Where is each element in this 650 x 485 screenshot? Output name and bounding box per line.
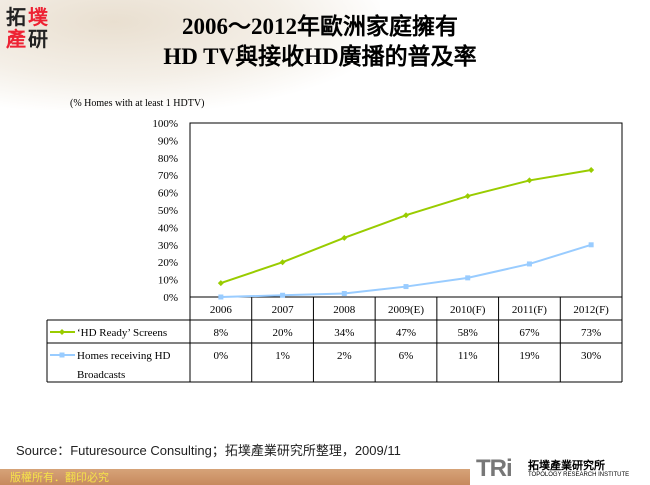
data-point: [588, 242, 594, 248]
y-tick-label: 50%: [158, 205, 178, 217]
data-point: [465, 275, 471, 281]
data-label: 1%: [275, 350, 290, 362]
page-title: 2006～2012年歐洲家庭擁有 HD TV與接收HD廣播的普及率: [100, 12, 540, 72]
title-line-1: 2006～2012年歐洲家庭擁有: [182, 14, 458, 39]
data-label: 20%: [272, 327, 292, 339]
logo: 拓 墣 產 研: [6, 6, 50, 52]
x-tick-label: 2006: [210, 304, 233, 316]
data-label: 73%: [581, 327, 601, 339]
data-label: 19%: [519, 350, 539, 362]
x-tick-label: 2010(F): [450, 304, 486, 316]
data-point: [218, 294, 224, 300]
x-tick-label: 2008: [333, 304, 356, 316]
data-point: [403, 284, 409, 290]
legend-label: ‘HD Ready’ Screens: [77, 327, 167, 339]
y-tick-label: 60%: [158, 188, 178, 200]
y-tick-label: 10%: [158, 275, 178, 287]
data-label: 58%: [458, 327, 478, 339]
logo-char: 研: [28, 27, 48, 51]
brand-zh: 拓墣產業研究所: [528, 459, 605, 472]
logo-char: 拓: [6, 5, 26, 29]
y-tick-label: 100%: [152, 118, 178, 130]
y-tick-label: 70%: [158, 170, 178, 182]
background-decoration: [0, 0, 380, 110]
data-point: [588, 166, 595, 173]
legend-marker: [59, 352, 65, 358]
brand-logo: TRi 拓墣產業研究所 TOPOLOGY RESEARCH INSTITUTE: [470, 455, 650, 485]
data-point: [403, 212, 409, 219]
data-point: [341, 234, 348, 241]
y-tick-label: 40%: [158, 222, 178, 234]
data-point: [341, 291, 347, 297]
plot-area: [189, 122, 623, 298]
copyright: 版權所有．翻印必究: [10, 471, 109, 484]
data-point: [464, 193, 471, 200]
data-label: 11%: [458, 350, 478, 362]
x-tick-label: 2007: [272, 304, 295, 316]
data-label: 8%: [214, 327, 229, 339]
logo-char: 產: [6, 27, 26, 51]
series-line: [220, 243, 592, 298]
data-point: [526, 261, 532, 267]
series-line: [220, 168, 592, 285]
data-point: [279, 259, 286, 266]
legend-marker: [59, 329, 65, 335]
y-tick-label: 0%: [163, 292, 178, 304]
x-tick-label: 2009(E): [388, 304, 424, 316]
title-line-2: HD TV與接收HD廣播的普及率: [163, 44, 477, 69]
legend-label: Broadcasts: [77, 369, 125, 381]
data-point: [217, 280, 224, 287]
data-point: [526, 177, 533, 184]
y-tick-label: 30%: [158, 240, 178, 252]
x-tick-label: 2011(F): [512, 304, 547, 316]
data-label: 6%: [399, 350, 414, 362]
brand-mark: TRi: [476, 455, 513, 482]
data-label: 47%: [396, 327, 416, 339]
y-tick-label: 20%: [158, 257, 178, 269]
legend-label: Homes receiving HD: [77, 350, 171, 362]
y-axis-label: (% Homes with at least 1 HDTV): [70, 98, 205, 109]
y-tick-label: 80%: [158, 153, 178, 165]
data-label: 30%: [581, 350, 601, 362]
data-label: 34%: [334, 327, 354, 339]
brand-en: TOPOLOGY RESEARCH INSTITUTE: [528, 472, 630, 478]
logo-char: 墣: [28, 5, 48, 29]
y-tick-label: 90%: [158, 135, 178, 147]
data-label: 67%: [519, 327, 539, 339]
data-label: 2%: [337, 350, 352, 362]
data-point: [280, 292, 286, 298]
x-tick-label: 2012(F): [573, 304, 609, 316]
data-label: 0%: [214, 350, 229, 362]
source-note: Source：Futuresource Consulting；拓墣產業研究所整理…: [16, 443, 401, 458]
